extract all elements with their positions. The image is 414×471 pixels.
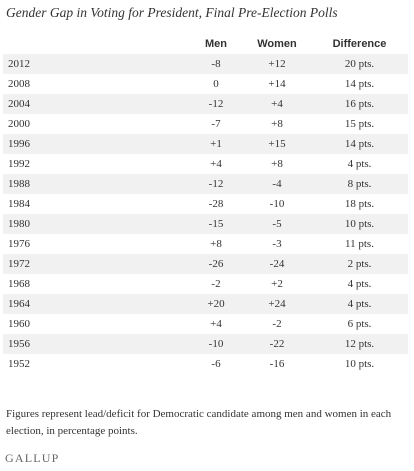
- difference-cell: 18 pts.: [344, 198, 375, 210]
- men-cell: +20: [189, 294, 243, 314]
- table-row: 1984 -28 -10 18 pts.: [3, 194, 408, 214]
- men-cell: 0: [213, 78, 219, 90]
- women-cell: -2: [272, 318, 282, 330]
- difference-cell: 2 pts.: [311, 254, 408, 274]
- men-cell: -12: [189, 94, 243, 114]
- year-cell: 2004: [3, 94, 189, 114]
- year-cell: 1960: [8, 318, 30, 330]
- table-row: 1952 -6 -16 10 pts.: [3, 354, 408, 374]
- men-cell: -6: [211, 358, 221, 370]
- table-row: 2012 -8 +12 20 pts.: [3, 54, 408, 74]
- women-cell: -4: [243, 174, 311, 194]
- year-cell: 1980: [3, 214, 189, 234]
- year-cell: 1992: [8, 158, 30, 170]
- table-row: 2008 0 +14 14 pts.: [3, 74, 408, 94]
- header-difference: Difference: [332, 38, 387, 50]
- footnote: Figures represent lead/deficit for Democ…: [6, 408, 392, 437]
- difference-cell: 15 pts.: [344, 118, 375, 130]
- chart-title: Gender Gap in Voting for President, Fina…: [6, 5, 338, 20]
- year-cell: 2000: [8, 118, 30, 130]
- header-row: Men Women Difference: [3, 34, 408, 54]
- year-cell: 1996: [3, 134, 189, 154]
- women-cell: +24: [243, 294, 311, 314]
- gallup-logo: GALLUP: [5, 451, 60, 465]
- header-women: Women: [257, 38, 297, 50]
- year-cell: 1972: [3, 254, 189, 274]
- year-cell: 2008: [8, 78, 30, 90]
- difference-cell: 11 pts.: [345, 238, 374, 250]
- table-row: 1992 +4 +8 4 pts.: [3, 154, 408, 174]
- year-cell: 1956: [3, 334, 189, 354]
- women-cell: +4: [243, 94, 311, 114]
- men-cell: +8: [210, 238, 222, 250]
- men-cell: -10: [189, 334, 243, 354]
- table-row: 2000 -7 +8 15 pts.: [3, 114, 408, 134]
- men-cell: -15: [189, 214, 243, 234]
- table-row: 1976 +8 -3 11 pts.: [3, 234, 408, 254]
- table-row: 1996 +1 +15 14 pts.: [3, 134, 408, 154]
- year-cell: 1984: [8, 198, 30, 210]
- year-cell: 2012: [3, 54, 189, 74]
- difference-cell: 4 pts.: [311, 294, 408, 314]
- table-row: 2004 -12 +4 16 pts.: [3, 94, 408, 114]
- men-cell: -7: [211, 118, 221, 130]
- table-row: 1964 +20 +24 4 pts.: [3, 294, 408, 314]
- table-body: 2012 -8 +12 20 pts. 2008 0 +14 14 pts. 2004 -12 +4…: [3, 54, 408, 374]
- difference-cell: 10 pts.: [344, 358, 375, 370]
- difference-cell: 10 pts.: [311, 214, 408, 234]
- difference-cell: 4 pts.: [347, 158, 372, 170]
- table-row: 1968 -2 +2 4 pts.: [3, 274, 408, 294]
- women-cell: -3: [272, 238, 282, 250]
- table-row: 1956 -10 -22 12 pts.: [3, 334, 408, 354]
- header-men: Men: [205, 38, 227, 50]
- gender-gap-table: Men Women Difference 2012 -8 +12 20 pts. 200…: [3, 34, 408, 374]
- difference-cell: 14 pts.: [344, 78, 375, 90]
- women-cell: -24: [243, 254, 311, 274]
- women-cell: +8: [271, 158, 283, 170]
- year-cell: 1952: [8, 358, 30, 370]
- women-cell: +15: [243, 134, 311, 154]
- men-cell: +4: [210, 158, 222, 170]
- men-cell: -2: [211, 278, 221, 290]
- difference-cell: 4 pts.: [347, 278, 372, 290]
- difference-cell: 14 pts.: [311, 134, 408, 154]
- men-cell: -8: [189, 54, 243, 74]
- header-year: [3, 34, 189, 54]
- table-row: 1972 -26 -24 2 pts.: [3, 254, 408, 274]
- difference-cell: 20 pts.: [311, 54, 408, 74]
- difference-cell: 6 pts.: [347, 318, 372, 330]
- difference-cell: 16 pts.: [311, 94, 408, 114]
- women-cell: -5: [243, 214, 311, 234]
- men-cell: +4: [210, 318, 222, 330]
- men-cell: -28: [208, 198, 224, 210]
- difference-cell: 12 pts.: [311, 334, 408, 354]
- women-cell: +14: [268, 78, 286, 90]
- women-cell: +12: [243, 54, 311, 74]
- year-cell: 1964: [3, 294, 189, 314]
- women-cell: -10: [269, 198, 285, 210]
- table-row: 1980 -15 -5 10 pts.: [3, 214, 408, 234]
- table-row: 1960 +4 -2 6 pts.: [3, 314, 408, 334]
- table-row: 1988 -12 -4 8 pts.: [3, 174, 408, 194]
- men-cell: -26: [189, 254, 243, 274]
- women-cell: +8: [271, 118, 283, 130]
- year-cell: 1976: [8, 238, 30, 250]
- difference-cell: 8 pts.: [311, 174, 408, 194]
- year-cell: 1988: [3, 174, 189, 194]
- year-cell: 1968: [8, 278, 30, 290]
- men-cell: -12: [189, 174, 243, 194]
- women-cell: -22: [243, 334, 311, 354]
- women-cell: +2: [271, 278, 283, 290]
- men-cell: +1: [189, 134, 243, 154]
- women-cell: -16: [269, 358, 285, 370]
